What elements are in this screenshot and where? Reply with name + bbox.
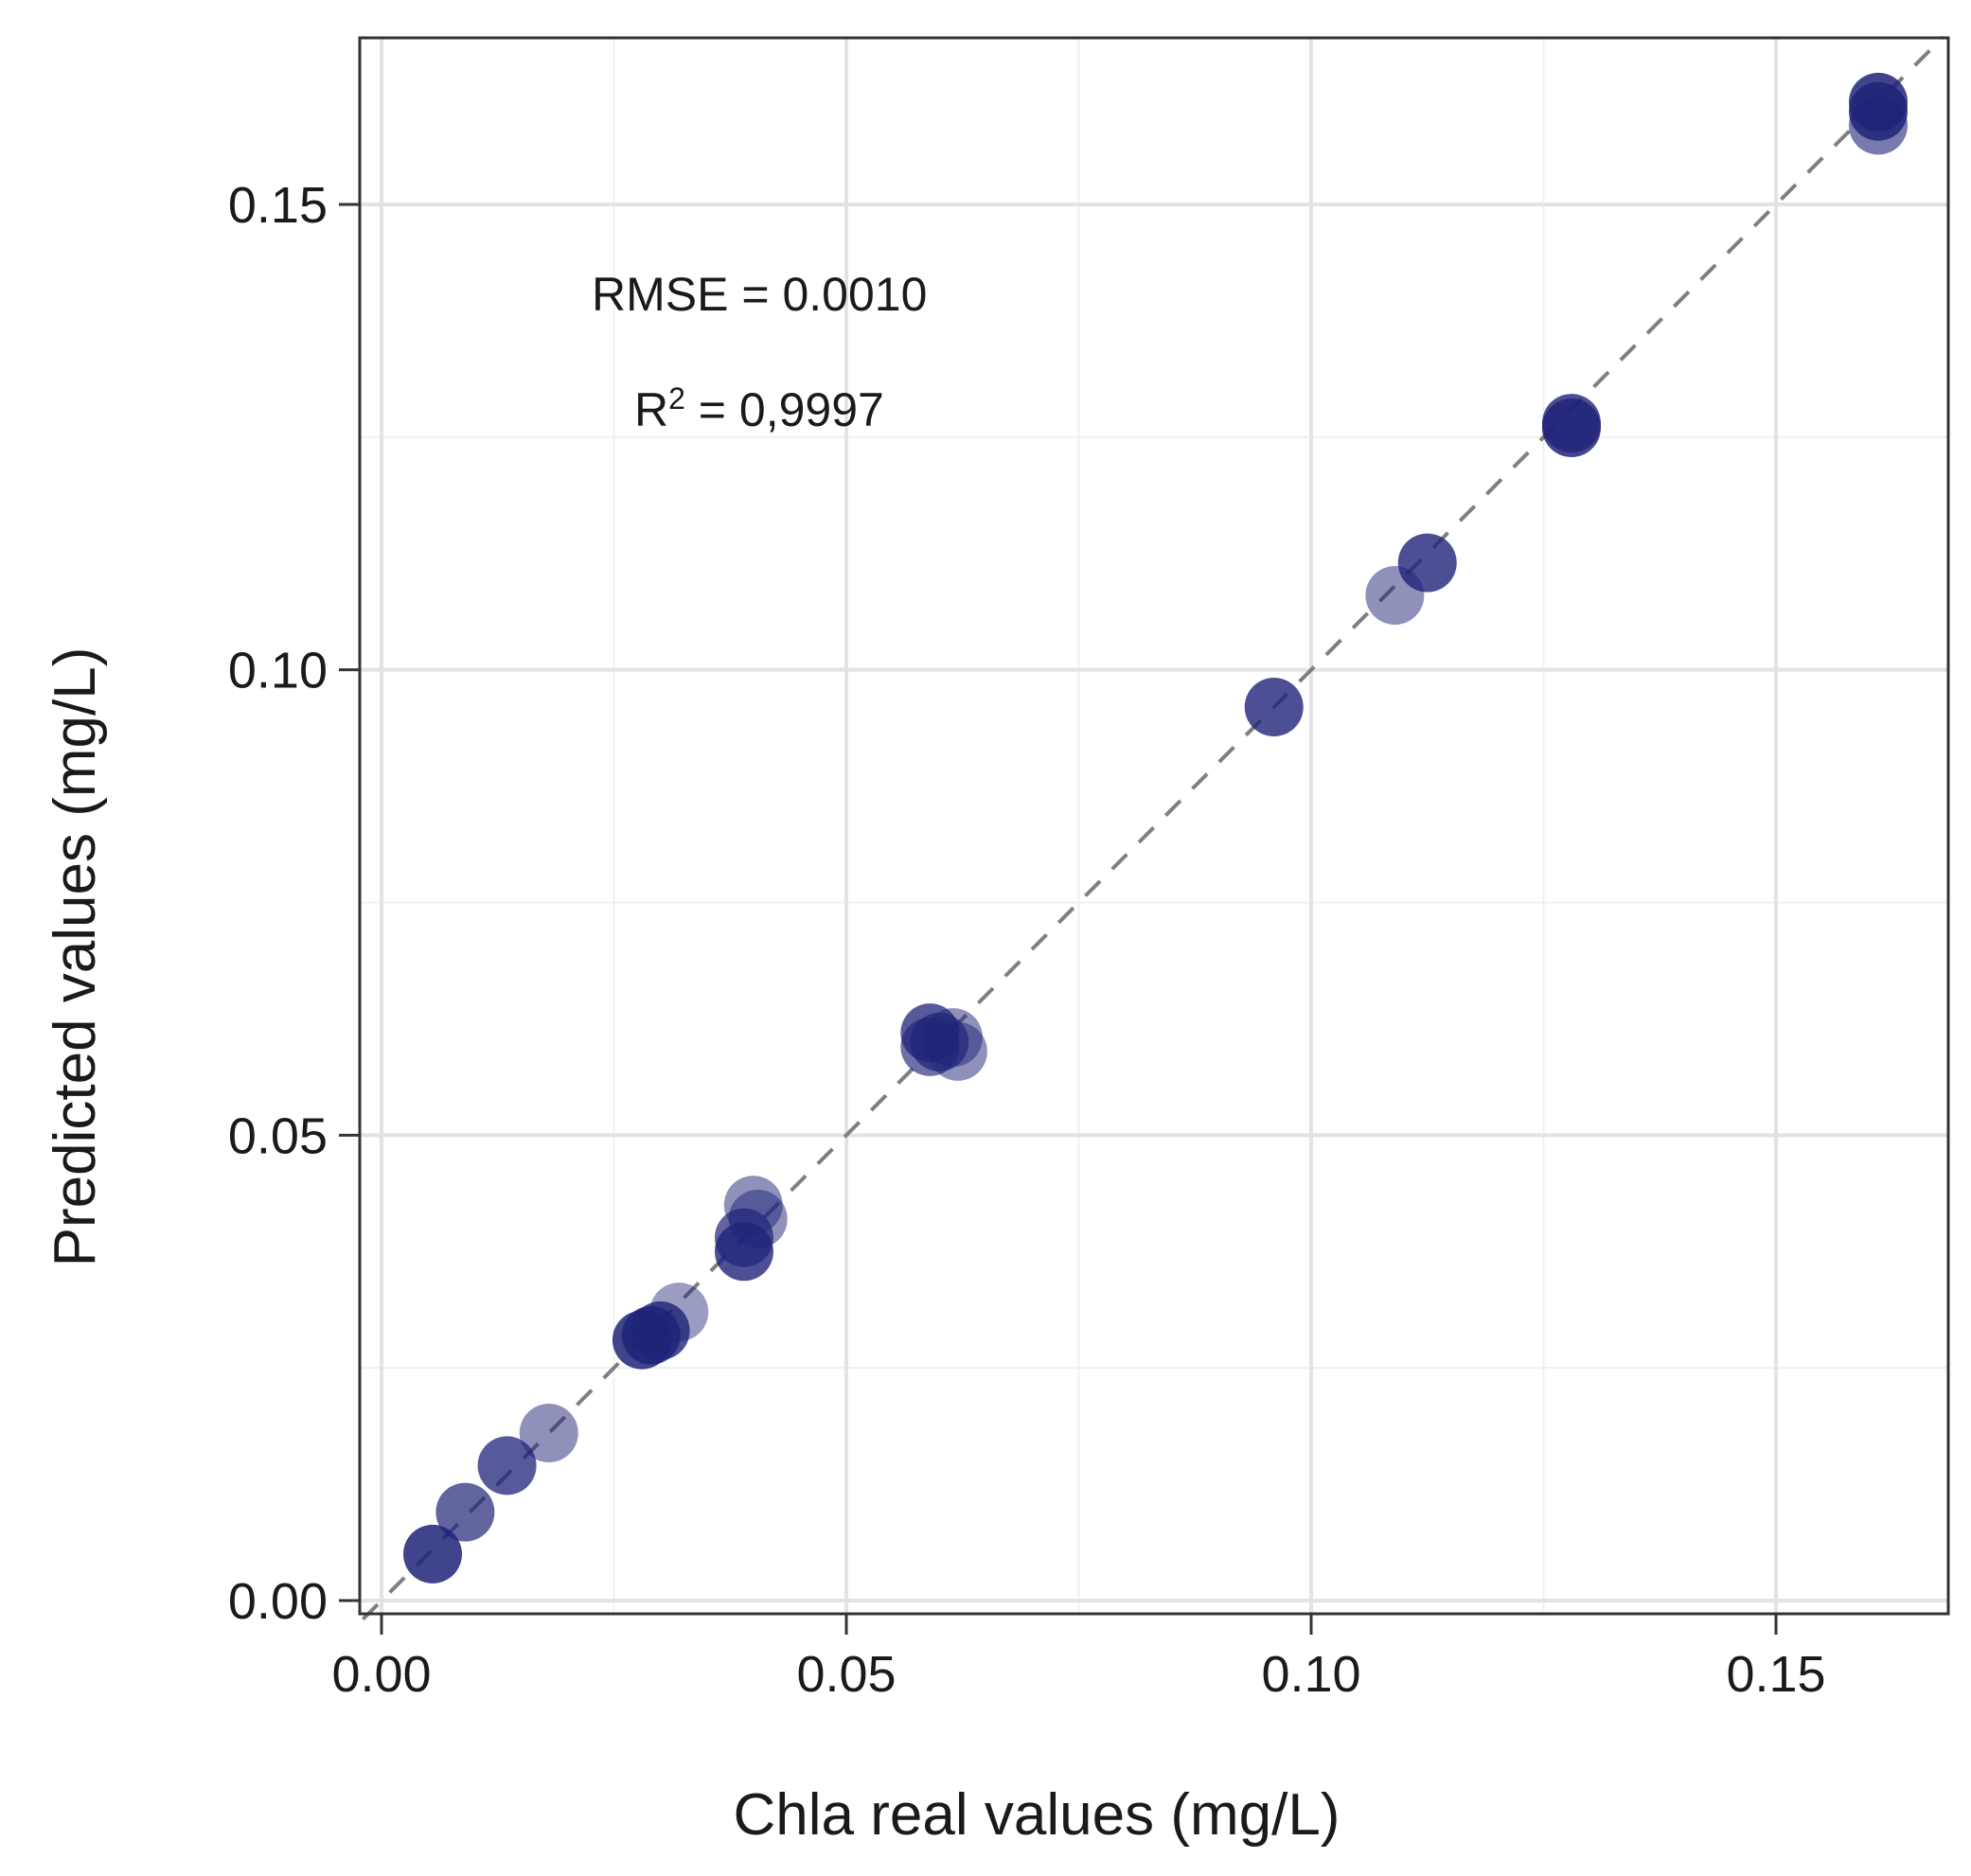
grid — [360, 38, 1948, 1614]
data-point — [1849, 72, 1909, 132]
reference-line-layer — [361, 35, 1945, 1621]
points-layer — [403, 72, 1909, 1584]
r2-superscript: 2 — [668, 381, 685, 416]
data-point — [477, 1436, 537, 1495]
plot-panel-border — [358, 36, 1950, 1616]
x-tick-label: 0.10 — [1261, 1646, 1360, 1703]
y-tick-label: 0.10 — [228, 643, 328, 699]
x-tick-label: 0.15 — [1726, 1646, 1825, 1703]
data-point — [519, 1404, 578, 1462]
identity-reference-line — [361, 35, 1945, 1621]
rmse-annotation: RMSE = 0.0010 — [592, 268, 927, 321]
data-point — [928, 1021, 987, 1081]
r2-prefix: R — [634, 383, 668, 436]
r2-annotation: R2 = 0,9997 — [634, 381, 884, 436]
data-point — [1541, 394, 1601, 453]
data-point — [403, 1524, 463, 1584]
x-axis-title: Chla real values (mg/L) — [734, 1782, 1341, 1848]
x-tick-label: 0.00 — [331, 1646, 431, 1703]
y-axis-title: Predicted values (mg/L) — [43, 647, 108, 1267]
data-point — [1397, 533, 1457, 593]
x-axis: 0.00 0.05 0.10 0.15 — [331, 1614, 1826, 1703]
y-tick-label: 0.15 — [228, 177, 328, 234]
data-point — [649, 1283, 709, 1342]
data-point — [435, 1482, 495, 1542]
data-point — [1244, 678, 1304, 736]
r2-value: = 0,9997 — [685, 383, 884, 436]
data-point — [630, 1301, 690, 1360]
y-tick-label: 0.00 — [228, 1573, 328, 1630]
y-axis: 0.00 0.05 0.10 0.15 — [228, 177, 360, 1630]
y-tick-label: 0.05 — [228, 1107, 328, 1164]
x-tick-label: 0.05 — [796, 1646, 896, 1703]
data-point — [728, 1189, 788, 1248]
